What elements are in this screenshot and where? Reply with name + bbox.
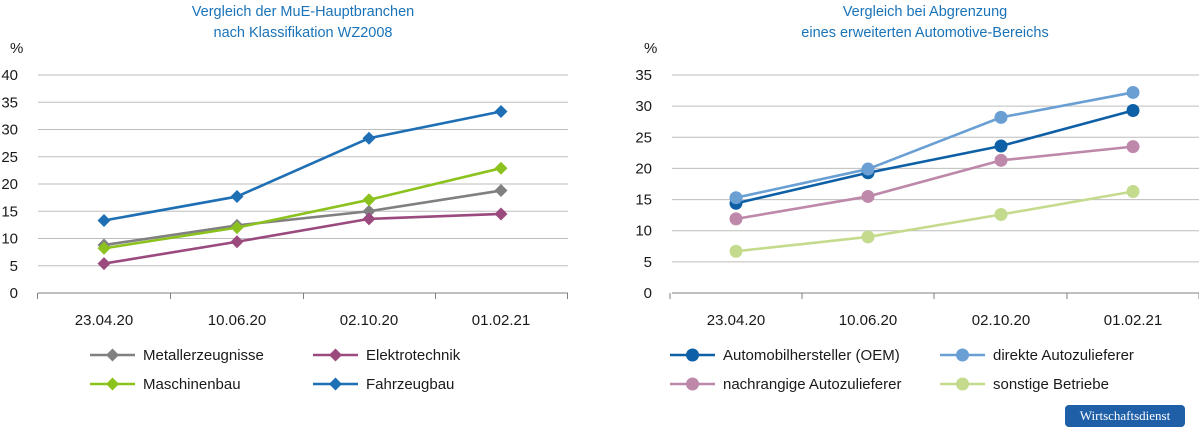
chart1-ylabel: %	[10, 40, 23, 57]
brand-badge: Wirtschaftsdienst	[1065, 405, 1185, 427]
chart1-title-line-1: Vergleich der MuE-Hauptbranchen	[192, 4, 414, 20]
chart1-series-fahrzeugbau-point-3	[362, 131, 376, 145]
chart1-legend-elektrotechnik-label: Elektrotechnik	[366, 347, 461, 364]
chart1-ytick-25: 25	[1, 149, 18, 166]
chart1-ytick-20: 20	[1, 176, 18, 193]
chart1-ytick-35: 35	[1, 94, 18, 111]
chart2-xtick-label-1: 23.04.20	[707, 312, 765, 329]
chart2-ytick-25: 25	[635, 129, 652, 146]
chart2-xtick-label-2: 10.06.20	[839, 312, 897, 329]
chart2-series-nachrangige-autozulieferer-point-2	[861, 189, 875, 203]
chart1-legend-fahrzeugbau-label: Fahrzeugbau	[366, 376, 454, 393]
chart2-series-automobilhersteller-oem-point-4	[1126, 104, 1140, 118]
chart2-title-line-1: Vergleich bei Abgrenzung	[843, 4, 1007, 20]
chart1-ytick-15: 15	[1, 203, 18, 220]
chart1-series-metallerzeugnisse-point-4	[494, 184, 508, 198]
chart1-ytick-10: 10	[1, 231, 18, 248]
chart2-title-line-2: eines erweiterten Automotive-Bereichs	[801, 25, 1048, 41]
chart2-series-direkte-autozulieferer-point-3	[994, 110, 1008, 124]
chart1-series-maschinenbau-point-3	[362, 193, 376, 207]
chart1-ytick-40: 40	[1, 67, 18, 84]
chart1-legend-metallerzeugnisse-marker	[106, 348, 119, 362]
chart1-series-maschinenbau-point-1	[97, 241, 111, 255]
chart1-series-fahrzeugbau-point-2	[230, 190, 244, 204]
chart1-legend-fahrzeugbau-marker	[329, 377, 342, 391]
chart2-ytick-15: 15	[635, 192, 652, 209]
chart1-series-elektrotechnik-point-1	[97, 257, 111, 271]
chart1-series-metallerzeugnisse-line	[103, 189, 502, 247]
chart2-series-sonstige-betriebe-point-3	[994, 208, 1008, 222]
chart1-legend-metallerzeugnisse-label: Metallerzeugnisse	[143, 347, 264, 364]
chart2-ytick-10: 10	[635, 223, 652, 240]
chart2-legend-nachrangige-autozulieferer-label: nachrangige Autozulieferer	[723, 376, 901, 393]
chart2-ytick-20: 20	[635, 160, 652, 177]
chart1-legend-maschinenbau-label: Maschinenbau	[143, 376, 241, 393]
chart2-series-nachrangige-autozulieferer-line	[735, 145, 1134, 221]
chart2-ytick-5: 5	[644, 254, 652, 271]
chart2-series-sonstige-betriebe-point-4	[1126, 184, 1140, 198]
chart2-series-direkte-autozulieferer-point-2	[861, 162, 875, 176]
chart2-series-automobilhersteller-oem-point-3	[994, 139, 1008, 153]
chart2-legend-automobilhersteller-oem-label: Automobilhersteller (OEM)	[723, 347, 900, 364]
chart1-series-maschinenbau-point-2	[230, 221, 244, 235]
chart2-series-direkte-autozulieferer-point-4	[1126, 85, 1140, 99]
chart2-legend-direkte-autozulieferer-marker	[956, 348, 969, 362]
chart1-series-fahrzeugbau-line	[103, 110, 502, 222]
chart2-legend-sonstige-betriebe-marker	[956, 377, 969, 391]
chart2-legend-direkte-autozulieferer-label: direkte Autozulieferer	[993, 347, 1134, 364]
chart2-series-nachrangige-autozulieferer-point-3	[994, 153, 1008, 167]
chart2-series-direkte-autozulieferer-line	[735, 91, 1134, 199]
chart1-title-line-2: nach Klassifikation WZ2008	[214, 25, 393, 41]
chart1-ytick-0: 0	[10, 285, 18, 302]
chart1-series-fahrzeugbau-point-4	[494, 105, 508, 119]
chart2-ytick-35: 35	[635, 67, 652, 84]
chart1-ytick-30: 30	[1, 122, 18, 139]
chart1-series-elektrotechnik-point-2	[230, 235, 244, 249]
chart2-series-sonstige-betriebe-line	[735, 190, 1134, 253]
chart1-ytick-5: 5	[10, 258, 18, 275]
chart1-xtick-label-3: 02.10.20	[340, 312, 398, 329]
chart2-series-sonstige-betriebe-point-1	[729, 244, 743, 258]
chart2-series-nachrangige-autozulieferer-point-1	[729, 212, 743, 226]
chart1-series-elektrotechnik-line	[103, 212, 502, 265]
chart1-series-elektrotechnik-point-4	[494, 207, 508, 221]
chart1-legend-elektrotechnik-marker	[329, 348, 342, 362]
chart2-legend-automobilhersteller-oem-marker	[686, 348, 699, 362]
chart1-series-maschinenbau-point-4	[494, 161, 508, 175]
chart1-series-elektrotechnik-point-3	[362, 212, 376, 226]
chart2-ytick-0: 0	[644, 285, 652, 302]
chart2-series-nachrangige-autozulieferer-point-4	[1126, 140, 1140, 154]
chart2-series-automobilhersteller-oem-line	[735, 109, 1134, 205]
chart1-series-maschinenbau-line	[103, 166, 502, 250]
chart1-series-fahrzeugbau-point-1	[97, 214, 111, 228]
chart1-xtick-label-4: 01.02.21	[472, 312, 530, 329]
chart2-ylabel: %	[644, 40, 657, 57]
chart2-series-direkte-autozulieferer-point-1	[729, 191, 743, 205]
chart2-ytick-30: 30	[635, 98, 652, 115]
chart2-legend-nachrangige-autozulieferer-marker	[686, 377, 699, 391]
chart1-xtick-label-2: 10.06.20	[208, 312, 266, 329]
chart1-legend-maschinenbau-marker	[106, 377, 119, 391]
chart2-series-sonstige-betriebe-point-2	[861, 230, 875, 244]
chart2-xtick-label-4: 01.02.21	[1104, 312, 1162, 329]
chart1-series-metallerzeugnisse-point-3	[362, 204, 376, 218]
chart2-legend-sonstige-betriebe-label: sonstige Betriebe	[993, 376, 1109, 393]
chart2-xtick-label-3: 02.10.20	[972, 312, 1030, 329]
chart1-xtick-label-1: 23.04.20	[75, 312, 133, 329]
